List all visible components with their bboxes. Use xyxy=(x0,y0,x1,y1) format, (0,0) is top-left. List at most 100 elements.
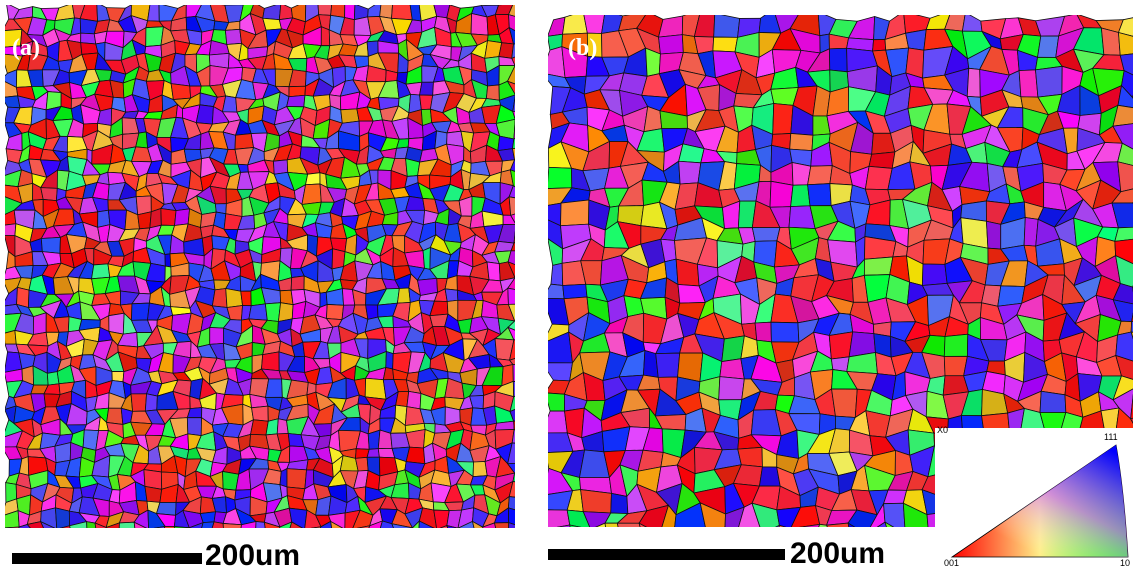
grain xyxy=(365,378,386,399)
grain xyxy=(514,225,526,243)
grain xyxy=(944,334,968,356)
grain xyxy=(42,539,61,555)
grain xyxy=(808,184,832,206)
grain xyxy=(321,27,330,46)
grain xyxy=(521,278,541,293)
grain xyxy=(471,14,488,36)
grain xyxy=(720,359,744,379)
grain xyxy=(542,332,573,363)
grain xyxy=(523,339,536,354)
grain xyxy=(581,490,612,513)
grain xyxy=(922,264,947,285)
grain xyxy=(605,523,622,551)
grain xyxy=(326,304,343,319)
grain xyxy=(514,118,529,139)
grain xyxy=(445,289,458,302)
grain xyxy=(378,430,392,449)
grain xyxy=(884,503,906,534)
grain xyxy=(829,48,847,72)
grain xyxy=(146,27,164,47)
grain xyxy=(486,85,499,100)
grain xyxy=(832,389,858,418)
grain xyxy=(291,276,304,290)
grain xyxy=(485,535,502,554)
grain xyxy=(736,534,762,549)
grain xyxy=(263,3,281,19)
grain xyxy=(397,288,410,303)
grain xyxy=(420,82,434,95)
grain xyxy=(719,377,745,400)
grain xyxy=(547,167,572,188)
legend-right: 10 xyxy=(1120,558,1130,567)
grain xyxy=(174,526,189,539)
grain xyxy=(146,533,164,552)
grain xyxy=(906,30,927,51)
grain xyxy=(611,493,628,513)
grain xyxy=(873,39,886,51)
grain xyxy=(525,5,540,20)
grain xyxy=(1118,162,1133,192)
grain xyxy=(287,95,305,107)
grain xyxy=(738,447,763,467)
grain xyxy=(752,228,780,242)
grain xyxy=(380,1,393,19)
grain xyxy=(138,212,152,229)
grain xyxy=(302,527,321,543)
grain xyxy=(521,499,541,517)
grain xyxy=(367,449,379,458)
grain xyxy=(156,502,176,515)
grain xyxy=(525,266,536,278)
grain xyxy=(345,3,355,20)
grain xyxy=(98,541,112,553)
grain xyxy=(561,200,589,226)
grain xyxy=(131,533,148,550)
grain xyxy=(522,29,540,46)
grain xyxy=(657,528,685,551)
grain xyxy=(306,173,320,185)
scale-bar xyxy=(548,549,785,560)
grain xyxy=(639,523,660,551)
grain xyxy=(81,33,96,44)
grain xyxy=(4,537,22,551)
grain xyxy=(148,4,160,22)
grain xyxy=(72,538,87,550)
grain xyxy=(513,148,524,160)
grain xyxy=(249,304,267,320)
grain xyxy=(525,66,542,88)
grain xyxy=(551,263,563,285)
grain xyxy=(2,96,20,108)
grain xyxy=(706,527,725,548)
legend-top: 111 xyxy=(1104,432,1118,442)
scale-bar-label: 200um xyxy=(205,539,300,567)
scale-bar-label: 200um xyxy=(790,537,885,567)
grain xyxy=(656,353,680,377)
grain xyxy=(522,443,539,463)
grain xyxy=(508,288,528,304)
grain xyxy=(81,43,98,55)
panel-label: (a) xyxy=(12,35,40,61)
grain xyxy=(864,257,893,275)
grain xyxy=(1,210,16,225)
grain xyxy=(4,330,16,344)
grain xyxy=(287,469,307,489)
grain xyxy=(499,43,514,59)
grain xyxy=(2,511,20,528)
grain xyxy=(865,166,892,189)
grain xyxy=(509,197,526,216)
grain xyxy=(755,322,771,342)
grain xyxy=(352,535,365,549)
grain xyxy=(962,12,982,31)
grain xyxy=(524,393,542,405)
grain xyxy=(526,301,535,319)
grain xyxy=(903,530,928,546)
grain xyxy=(356,457,369,471)
grain xyxy=(522,236,540,255)
grain xyxy=(524,211,535,229)
grain xyxy=(967,68,980,97)
grain xyxy=(523,334,542,345)
grain xyxy=(344,529,352,539)
grain xyxy=(945,11,966,31)
grain xyxy=(526,366,538,382)
grain xyxy=(460,537,477,552)
grain xyxy=(523,534,542,549)
